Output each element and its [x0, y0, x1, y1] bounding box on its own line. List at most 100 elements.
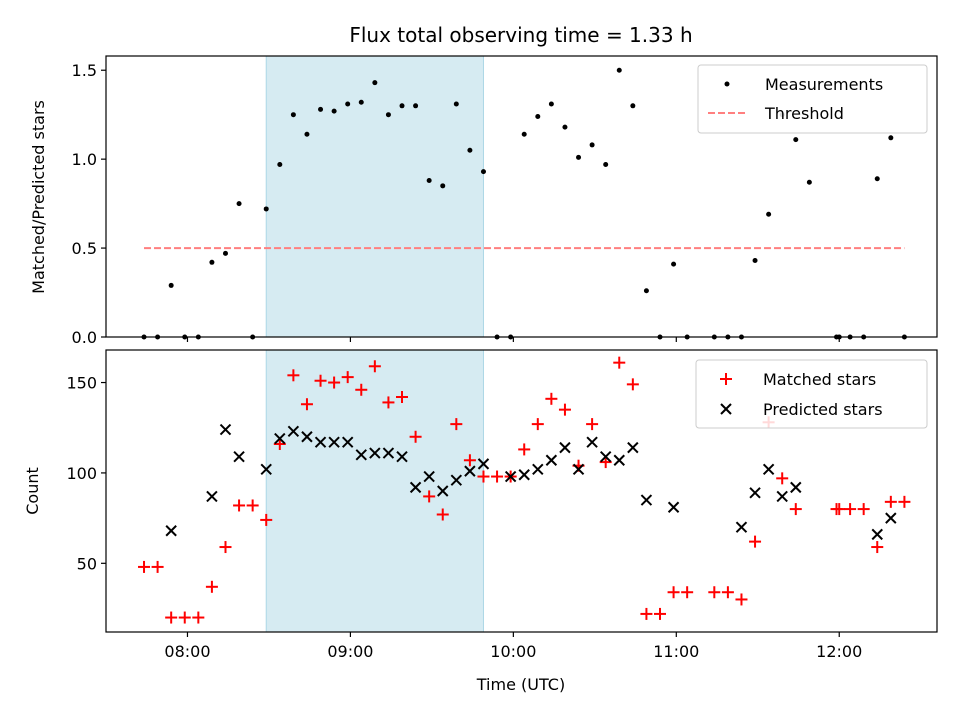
measurements-point-54: [888, 135, 894, 141]
chart-title: Flux total observing time = 1.33 h: [349, 23, 692, 47]
matched-stars-point-29: [531, 418, 544, 431]
predicted-stars-point-27: [586, 436, 598, 448]
measurements-point-20: [413, 103, 419, 109]
predicted-stars-point-37: [790, 481, 802, 494]
matched-stars-point-54: [898, 495, 911, 508]
matched-stars-point-42: [721, 586, 734, 599]
predicted-stars-point-9: [328, 436, 340, 448]
predicted-stars-point-34: [749, 487, 761, 499]
measurements-point-44: [752, 258, 758, 264]
legend-label-matched: Matched stars: [763, 370, 876, 389]
measurements-point-18: [385, 112, 391, 118]
predicted-stars-point-6: [287, 425, 300, 438]
bottom-legend-box: [695, 359, 928, 429]
predicted-stars-point-25: [559, 441, 571, 454]
top-legend-box: [697, 64, 928, 134]
matched-stars-point-37: [640, 607, 653, 620]
predicted-stars-point-39: [885, 512, 897, 524]
measurements-point-6: [222, 250, 228, 256]
measurements-point-19: [399, 103, 405, 109]
measurements-point-32: [576, 154, 582, 160]
measurements-point-16: [358, 99, 364, 105]
matched-stars-point-22: [436, 508, 449, 521]
matched-stars-point-25: [477, 470, 490, 483]
predicted-stars-point-23: [532, 463, 544, 476]
matched-stars-point-1: [151, 560, 164, 573]
measurements-point-45: [766, 211, 772, 217]
measurements-point-17: [372, 80, 378, 86]
matched-stars-point-36: [626, 378, 639, 391]
measurements-point-33: [589, 142, 595, 148]
measurements-point-31: [562, 124, 568, 130]
matched-stars-point-46: [776, 472, 789, 485]
measurements-point-29: [535, 113, 541, 119]
matched-stars-point-19: [396, 391, 409, 403]
matched-stars-point-50: [844, 503, 857, 516]
measurements-point-12: [304, 131, 310, 137]
matched-stars-point-18: [382, 396, 395, 409]
matched-stars-point-51: [857, 503, 870, 516]
bottom-axes-frame: [105, 349, 938, 633]
matched-stars-point-30: [545, 392, 558, 405]
measurements-point-7: [236, 201, 242, 207]
predicted-stars-point-4: [260, 463, 272, 476]
measurements-point-30: [548, 101, 554, 107]
xtick-label-2: 10:00: [490, 642, 536, 661]
predicted-stars-point-36: [776, 490, 788, 503]
matched-stars-point-39: [667, 586, 680, 599]
measurements-point-23: [453, 101, 459, 107]
matched-stars-point-38: [654, 607, 666, 620]
matched-stars-point-5: [205, 580, 218, 593]
measurements-point-2: [168, 282, 174, 288]
predicted-stars-point-10: [341, 436, 354, 448]
matched-stars-point-43: [735, 593, 748, 606]
matched-stars-point-28: [518, 443, 531, 456]
bottom-ytick-label-0: 50: [77, 554, 97, 573]
predicted-stars-point-19: [464, 465, 476, 477]
measurements-point-35: [616, 67, 622, 73]
matched-stars-point-35: [613, 356, 626, 369]
legend-label-predicted: Predicted stars: [763, 400, 883, 419]
legend-swatch-matched: [720, 373, 732, 385]
matched-stars-point-17: [368, 360, 381, 373]
matched-stars-point-41: [708, 586, 721, 599]
matched-stars-point-16: [355, 383, 368, 396]
measurements-point-9: [263, 206, 269, 212]
top-ytick-label-2: 1.0: [72, 150, 97, 169]
measurements-point-5: [209, 259, 215, 265]
xtick-label-1: 09:00: [327, 642, 373, 661]
matched-stars-point-13: [314, 374, 327, 387]
predicted-stars-point-1: [206, 490, 218, 503]
matched-stars-point-47: [789, 503, 802, 516]
predicted-stars-point-12: [369, 447, 381, 459]
measurements-point-39: [671, 261, 677, 267]
matched-stars-point-33: [586, 418, 599, 431]
matched-stars-point-9: [260, 513, 273, 526]
matched-stars-point-14: [328, 376, 341, 389]
matched-stars-point-15: [341, 371, 354, 384]
matched-stars-point-12: [300, 398, 313, 411]
legend-label-threshold: Threshold: [764, 104, 844, 123]
measurements-point-48: [806, 179, 812, 185]
measurements-point-53: [874, 176, 880, 182]
matched-stars-point-40: [681, 586, 694, 599]
measurements-point-15: [345, 101, 351, 107]
predicted-stars-point-31: [640, 494, 653, 506]
bottom-highlight-span: [265, 349, 484, 633]
measurements-point-28: [521, 131, 527, 137]
predicted-stars-point-13: [382, 447, 395, 459]
matched-stars-point-2: [165, 611, 178, 624]
predicted-stars-point-20: [477, 458, 490, 470]
measurements-point-13: [318, 106, 324, 112]
predicted-stars-point-28: [599, 450, 612, 463]
predicted-stars-point-30: [627, 441, 639, 454]
matched-stars-point-53: [884, 495, 897, 508]
measurements-point-47: [793, 137, 799, 143]
measurements-point-25: [480, 169, 486, 175]
measurements-point-37: [643, 288, 649, 294]
matched-stars-point-20: [409, 430, 422, 443]
top-axes-frame: [105, 55, 938, 338]
predicted-stars-point-35: [762, 463, 775, 476]
predicted-stars-point-14: [396, 450, 408, 463]
